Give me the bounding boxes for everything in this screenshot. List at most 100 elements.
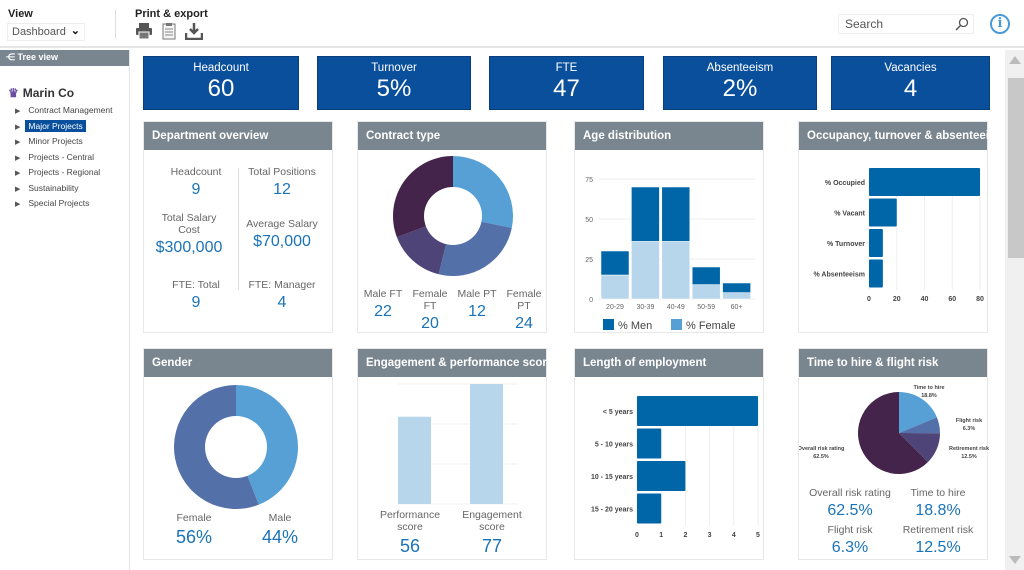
pie-value: 62.5% <box>813 454 829 460</box>
search-input[interactable]: Search <box>838 14 974 34</box>
x-tick: 0 <box>635 532 639 539</box>
download-icon[interactable] <box>185 22 203 40</box>
tree-item[interactable]: Major Projects <box>15 119 116 136</box>
kpi-tile-turnover[interactable]: Turnover 5% <box>317 56 471 110</box>
x-tick: 40 <box>921 296 929 303</box>
bar--occupied[interactable] <box>869 168 980 196</box>
stat: Average Salary $70,000 <box>236 218 328 251</box>
x-tick: 20 <box>893 296 901 303</box>
bar-60+-men[interactable] <box>722 282 751 293</box>
stat-label: Retirement risk <box>902 524 974 536</box>
bar-15-20-years[interactable] <box>637 493 662 524</box>
bar--vacant[interactable] <box>869 198 897 227</box>
printer-icon[interactable] <box>135 22 153 40</box>
length-bar-chart: 0 1 2 3 4 5 < 5 years 5 - 10 years 10 - 15 years… <box>591 396 760 539</box>
kpi-tile-fte[interactable]: FTE 47 <box>489 56 644 110</box>
slice-flight-risk[interactable] <box>899 417 940 434</box>
bar-20-29-men[interactable] <box>600 250 630 276</box>
tree-item-label: Minor Projects <box>28 136 83 146</box>
occupancy-bar-chart: 0 20 40 60 80 % Occupied % Vacant % Turnover % A… <box>814 168 984 303</box>
stat: FTE: Manager 4 <box>236 279 328 312</box>
bar-10-15-years[interactable] <box>637 461 686 491</box>
gender-card: Gender Female 56% Male 44% <box>143 348 333 560</box>
bar-20-29-female[interactable] <box>600 274 630 300</box>
org-root[interactable]: ♛ Marin Co <box>8 86 74 100</box>
slice-time-to-hire[interactable] <box>899 392 937 433</box>
time-to-hire-card: Time to hire & flight risk Time to hire 1… <box>798 348 989 560</box>
bar-30-39-female[interactable] <box>631 241 660 300</box>
info-icon[interactable]: i <box>990 14 1010 34</box>
y-tick: 25 <box>585 257 593 264</box>
stat: Overall risk rating 62.5% <box>805 487 895 520</box>
bar-50-59-female[interactable] <box>691 284 721 300</box>
y-category-label: < 5 years <box>603 409 633 416</box>
view-select[interactable]: Dashboard ⌄ <box>7 23 85 41</box>
stat-value: 77 <box>481 536 503 556</box>
occupancy-card: Occupancy, turnover & absenteeism 0 20 40 6… <box>798 121 1006 333</box>
kpi-title: Turnover <box>371 62 417 74</box>
bar-engagement-score[interactable] <box>470 384 503 504</box>
stat-value: 12 <box>273 181 291 198</box>
bar-60+-female[interactable] <box>722 292 751 300</box>
tree-list: Contract Management Major Projects Minor P… <box>15 104 116 213</box>
tree-item-label: Special Projects <box>28 198 90 208</box>
bar-performance-score[interactable] <box>398 416 431 504</box>
bar--absenteeism[interactable] <box>869 259 883 288</box>
crown-icon: ♛ <box>8 86 19 100</box>
scroll-up-icon[interactable] <box>1009 56 1021 64</box>
stat-label: FTE: Manager <box>248 279 316 291</box>
kpi-tile-vacancies[interactable]: Vacancies 4 <box>831 56 990 110</box>
stat-label: Female <box>176 512 212 524</box>
sidebar: ⋲ Tree view ♛Marin Co Contract Managemen… <box>0 50 130 570</box>
kpi-title: Vacancies <box>884 62 937 74</box>
tree-item[interactable]: Projects - Regional <box>15 166 116 182</box>
tree-item[interactable]: Special Projects <box>15 197 116 213</box>
top-toolbar: View Dashboard ⌄ Print & export Search i <box>0 0 1024 48</box>
x-tick: 3 <box>708 532 712 539</box>
legend-label: % Female <box>686 320 736 332</box>
slice-male[interactable] <box>236 385 298 505</box>
y-category-label: % Turnover <box>827 241 865 248</box>
slice-retirement-risk[interactable] <box>899 433 940 463</box>
stat: Total Salary Cost $300,000 <box>150 212 228 257</box>
slice-overall-risk-rating[interactable] <box>858 392 928 474</box>
y-tick: 0 <box>589 297 593 304</box>
search-icon[interactable] <box>955 17 969 31</box>
bar--5-years[interactable] <box>637 396 758 426</box>
y-category-label: 5 - 10 years <box>595 442 633 449</box>
stat: Performance score 56 <box>370 509 450 557</box>
stat-label: Female PT <box>506 288 542 312</box>
kpi-title: Headcount <box>193 62 249 74</box>
stat-label: Headcount <box>170 166 222 178</box>
tree-item[interactable]: Minor Projects <box>15 135 116 151</box>
x-tick: 60+ <box>731 304 743 311</box>
scroll-down-icon[interactable] <box>1009 556 1021 564</box>
stat: Male PT 12 <box>454 288 500 321</box>
tree-item[interactable]: Projects - Central <box>15 151 116 167</box>
kpi-tile-absenteeism[interactable]: Absenteeism 2% <box>663 56 817 110</box>
x-tick: 20-29 <box>606 304 624 311</box>
kpi-value: 4 <box>903 75 918 102</box>
bar-30-39-men[interactable] <box>631 186 660 242</box>
x-tick: 4 <box>732 532 736 539</box>
scrollbar-thumb[interactable] <box>1008 78 1024 258</box>
engagement-bar-chart <box>398 383 518 505</box>
bar-40-49-men[interactable] <box>661 186 691 242</box>
clipboard-icon[interactable] <box>160 22 178 40</box>
x-tick: 5 <box>756 532 760 539</box>
stat: Male FT 22 <box>360 288 406 321</box>
stat-value: 56 <box>399 536 421 556</box>
department-overview-card: Department overview Headcount 9 Total Posi… <box>143 121 333 333</box>
tree-icon: ⋲ <box>6 52 18 62</box>
tree-item[interactable]: Contract Management <box>15 104 116 120</box>
tree-view-header[interactable]: ⋲ Tree view <box>0 50 129 66</box>
tree-view-label: Tree view <box>17 52 59 62</box>
y-category-label: % Vacant <box>834 211 865 218</box>
bar--turnover[interactable] <box>869 229 883 257</box>
kpi-tile-headcount[interactable]: Headcount 60 <box>143 56 299 110</box>
bar-40-49-female[interactable] <box>661 241 691 300</box>
kpi-value: 5% <box>376 75 412 102</box>
bar-5-10-years[interactable] <box>637 428 662 459</box>
tree-item[interactable]: Sustainability <box>15 182 116 198</box>
bar-50-59-men[interactable] <box>691 266 721 285</box>
